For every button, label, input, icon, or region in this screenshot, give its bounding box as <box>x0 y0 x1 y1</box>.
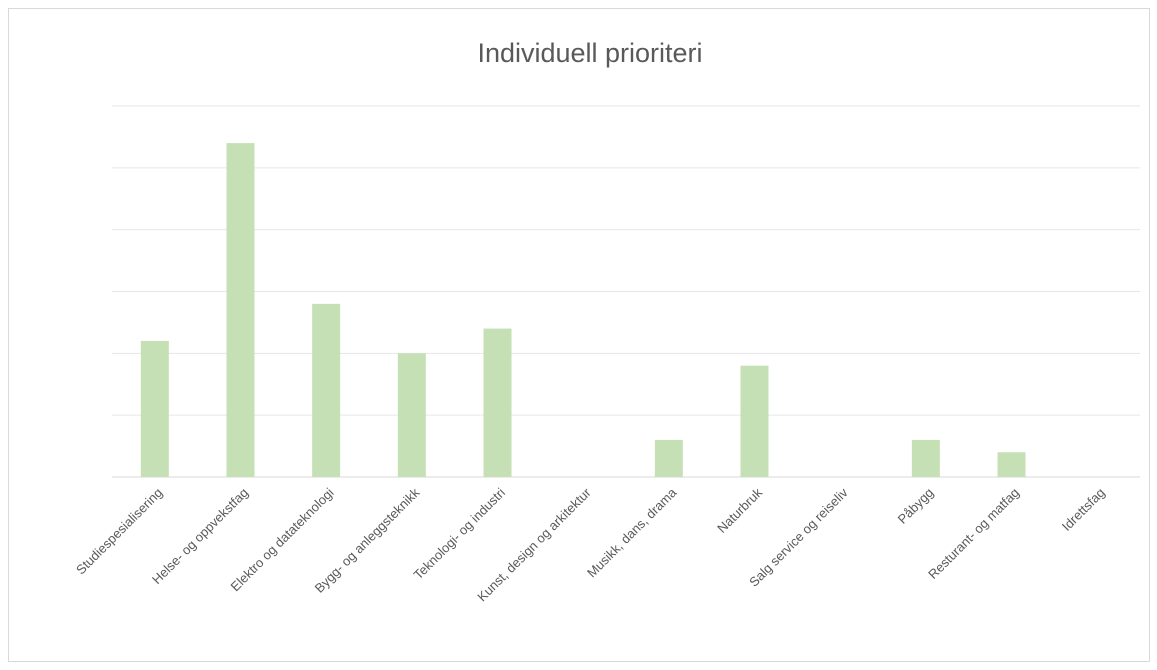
bar <box>140 340 169 477</box>
bar <box>483 328 512 477</box>
bar <box>997 452 1026 477</box>
chart-border <box>8 8 1150 662</box>
bar <box>654 439 683 477</box>
bar <box>397 353 426 477</box>
bar <box>911 439 940 477</box>
bar <box>740 365 769 477</box>
bar <box>312 303 341 477</box>
chart-title: Individuell prioriteri <box>477 38 702 68</box>
bar <box>226 143 255 477</box>
